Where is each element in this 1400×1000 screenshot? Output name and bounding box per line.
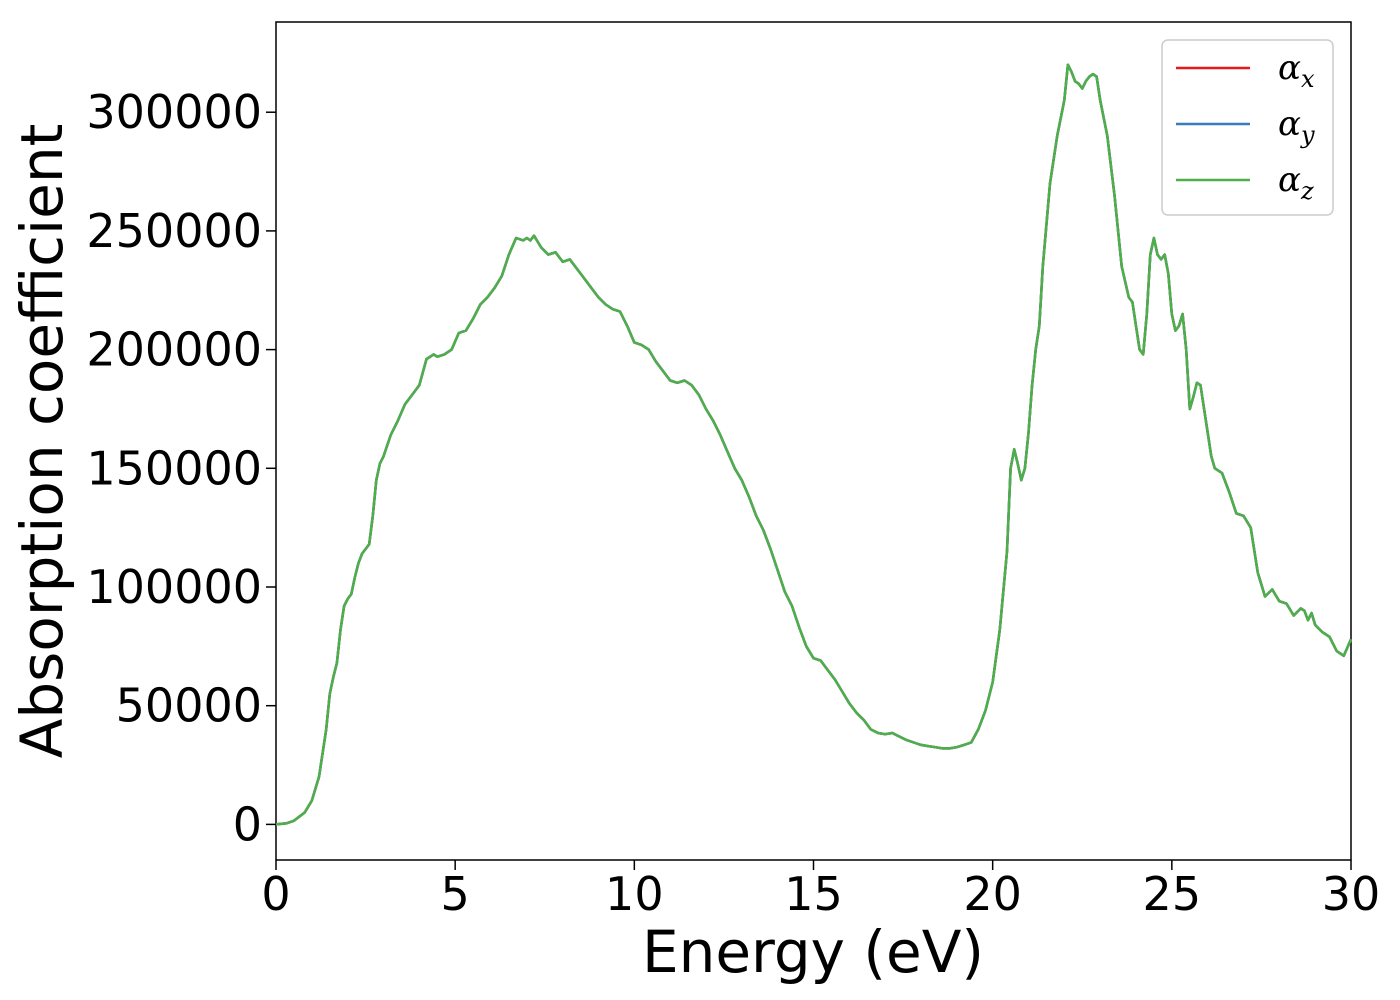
legend-label-y: αy [1278,104,1315,149]
y-axis-label: Absorption coefficient [8,124,76,759]
y-tick-label: 300000 [86,85,262,139]
y-axis: 0 50000 100000 150000 200000 250000 300000 [86,85,276,851]
x-tick-label: 0 [261,867,290,921]
y-tick-label: 150000 [86,441,262,495]
series-layer [275,63,1353,826]
x-tick-label: 5 [441,867,470,921]
x-tick-label: 25 [1143,867,1202,921]
y-tick-label: 250000 [86,204,262,258]
legend: αx αy αz [1161,39,1334,216]
y-tick-label: 200000 [86,323,262,377]
x-tick-label: 30 [1322,867,1381,921]
x-axis: 0 5 10 15 20 25 30 [261,860,1380,921]
x-axis-label: Energy (eV) [642,918,984,986]
y-tick-label: 0 [233,797,262,851]
legend-box [1161,39,1334,216]
x-tick-label: 15 [784,867,843,921]
legend-label-z: αz [1278,160,1314,205]
x-tick-label: 20 [963,867,1022,921]
y-tick-label: 50000 [116,679,262,733]
x-tick-label: 10 [605,867,664,921]
series-line-z [275,63,1353,826]
y-tick-label: 100000 [86,560,262,614]
legend-label-x: αx [1278,48,1315,93]
